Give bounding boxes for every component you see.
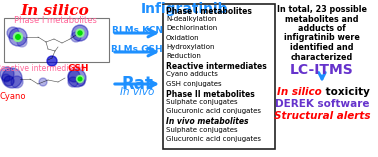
Text: In vivo: In vivo xyxy=(120,87,154,97)
Ellipse shape xyxy=(68,77,78,87)
Bar xyxy=(4,18,109,62)
Text: adducts of: adducts of xyxy=(298,24,346,33)
Circle shape xyxy=(76,76,84,82)
Text: In total, 23 possible: In total, 23 possible xyxy=(277,5,367,14)
Text: Structural alerts: Structural alerts xyxy=(274,111,370,121)
Text: identified and: identified and xyxy=(290,43,354,52)
Ellipse shape xyxy=(2,74,10,82)
Ellipse shape xyxy=(72,25,88,41)
Ellipse shape xyxy=(2,68,22,88)
Text: In silico: In silico xyxy=(21,4,89,18)
Text: In vivo metabolites: In vivo metabolites xyxy=(166,117,248,126)
Text: Glucuronic acid conjugates: Glucuronic acid conjugates xyxy=(166,108,261,114)
Text: DEREK software: DEREK software xyxy=(275,99,369,109)
Text: Phase I metabolites: Phase I metabolites xyxy=(166,7,252,16)
Circle shape xyxy=(14,32,23,41)
Text: Glucuronic acid conjugates: Glucuronic acid conjugates xyxy=(166,136,261,142)
Ellipse shape xyxy=(0,67,14,81)
Text: N-dealkylation: N-dealkylation xyxy=(166,16,216,22)
Text: infigratinib were: infigratinib were xyxy=(284,33,360,43)
Text: toxicity: toxicity xyxy=(322,87,370,97)
Ellipse shape xyxy=(77,78,85,86)
Ellipse shape xyxy=(11,76,23,88)
Text: Reduction: Reduction xyxy=(166,53,201,59)
Text: Sulphate conjugates: Sulphate conjugates xyxy=(166,99,238,105)
Text: Rat: Rat xyxy=(121,75,153,93)
Ellipse shape xyxy=(7,27,19,39)
Text: RLMs KCN: RLMs KCN xyxy=(112,26,163,35)
Circle shape xyxy=(78,31,82,35)
Text: characterized: characterized xyxy=(291,52,353,62)
Text: Dechlorination: Dechlorination xyxy=(166,25,217,31)
Text: RLMs GSH: RLMs GSH xyxy=(111,45,163,54)
Ellipse shape xyxy=(47,56,57,66)
Text: Hydroxylation: Hydroxylation xyxy=(166,44,214,50)
Text: Reactive intermediates: Reactive intermediates xyxy=(0,64,85,73)
Ellipse shape xyxy=(39,78,47,86)
Text: Reactive intermediates: Reactive intermediates xyxy=(166,62,267,71)
Ellipse shape xyxy=(9,28,27,46)
Ellipse shape xyxy=(68,70,80,82)
Text: Cyano: Cyano xyxy=(0,92,26,101)
Bar xyxy=(163,4,275,149)
Text: metabolites and: metabolites and xyxy=(285,14,359,24)
Text: Oxidation: Oxidation xyxy=(166,35,200,41)
Text: LC-ITMS: LC-ITMS xyxy=(290,63,354,77)
Ellipse shape xyxy=(17,37,27,47)
Circle shape xyxy=(78,77,82,81)
Ellipse shape xyxy=(68,69,86,87)
Text: Phase II metabolites: Phase II metabolites xyxy=(166,90,255,99)
Text: Phase I metabolites: Phase I metabolites xyxy=(14,16,96,25)
Text: In silico: In silico xyxy=(277,87,322,97)
Text: Cyano adducts: Cyano adducts xyxy=(166,71,218,77)
Circle shape xyxy=(16,35,20,39)
Circle shape xyxy=(76,29,84,37)
Ellipse shape xyxy=(71,32,81,42)
Ellipse shape xyxy=(4,76,14,86)
Text: Sulphate conjugates: Sulphate conjugates xyxy=(166,127,238,133)
Text: GSH conjugates: GSH conjugates xyxy=(166,81,222,87)
Text: GSH: GSH xyxy=(67,64,89,73)
Text: Infigratinib: Infigratinib xyxy=(141,2,229,16)
